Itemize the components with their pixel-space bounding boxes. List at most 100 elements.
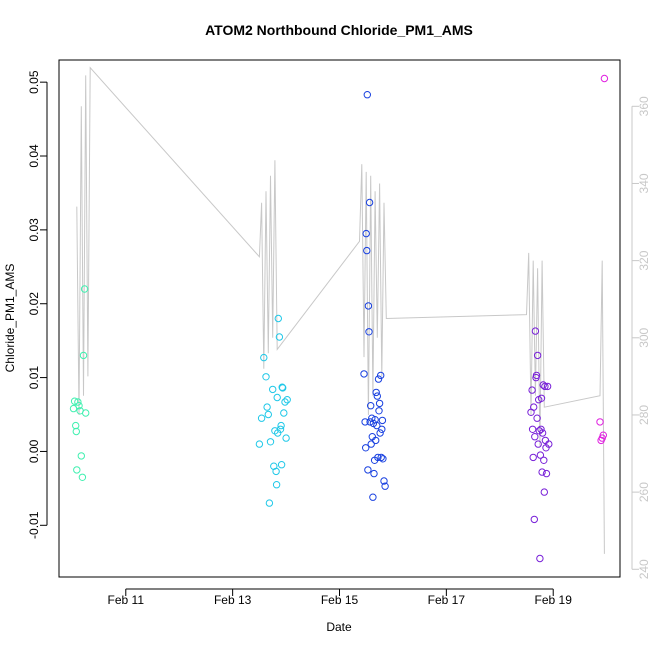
data-point <box>532 373 540 382</box>
x-tick-label: Feb 13 <box>214 593 252 607</box>
x-tick-label: Feb 11 <box>108 593 145 607</box>
data-point <box>366 418 374 426</box>
data-point <box>364 302 373 310</box>
x-axis: Feb 11 Feb 13 Feb 15 Feb 17 Feb 19 <box>108 588 572 607</box>
data-point <box>378 425 386 433</box>
data-point <box>74 398 82 406</box>
data-point <box>377 371 385 380</box>
data-point <box>73 466 81 474</box>
secondary-y-tick-label: 320 <box>637 250 650 270</box>
data-point <box>534 440 542 448</box>
data-point <box>365 198 374 207</box>
data-point <box>372 436 380 445</box>
y-tick-label: 0.04 <box>27 144 41 168</box>
secondary-series-line <box>76 66 605 554</box>
data-point <box>72 427 81 436</box>
data-point <box>262 373 270 381</box>
x-tick-label: Feb 15 <box>321 593 359 607</box>
plot-frame <box>58 59 621 578</box>
data-point <box>264 410 272 419</box>
secondary-y-tick-label: 240 <box>637 559 650 579</box>
data-point <box>530 515 538 524</box>
data-point <box>369 493 377 501</box>
data-point <box>530 403 538 411</box>
data-point <box>536 554 544 563</box>
data-point <box>543 382 552 391</box>
chart-title: ATOM2 Northbound Chloride_PM1_AMS <box>205 22 473 38</box>
data-point <box>537 425 545 433</box>
data-point <box>82 409 90 417</box>
data-point <box>363 91 371 99</box>
data-point <box>376 429 384 437</box>
data-point <box>536 451 545 459</box>
data-point <box>70 397 79 405</box>
data-point <box>260 353 268 362</box>
data-point <box>80 285 89 293</box>
data-point <box>274 429 282 437</box>
data-point <box>78 473 87 481</box>
data-point <box>533 414 541 422</box>
data-point <box>538 429 547 437</box>
data-point <box>266 438 275 446</box>
data-point <box>377 453 385 462</box>
data-point <box>529 453 537 462</box>
y-tick-label: 0.01 <box>27 366 41 390</box>
data-point <box>278 383 286 391</box>
y-axis: -0.01 0.00 0.01 0.02 0.03 0.04 0.05 <box>27 70 48 539</box>
data-point <box>528 386 536 394</box>
data-point <box>275 333 284 341</box>
data-point <box>72 421 80 430</box>
data-point <box>531 327 540 335</box>
data-point <box>274 314 282 323</box>
data-point <box>361 418 369 426</box>
data-point <box>362 229 370 238</box>
data-point <box>368 414 376 422</box>
data-point <box>277 461 286 469</box>
data-point <box>367 440 375 448</box>
data-point <box>600 74 609 83</box>
x-tick-label: Feb 17 <box>428 593 466 607</box>
data-point <box>381 482 389 490</box>
secondary-y-tick-label: 340 <box>637 173 650 193</box>
data-point <box>540 456 548 464</box>
secondary-y-tick-label: 280 <box>637 405 650 425</box>
data-point <box>372 388 380 397</box>
data-point <box>542 469 551 478</box>
data-point <box>539 381 547 389</box>
data-point <box>375 407 383 415</box>
data-point <box>531 433 539 441</box>
data-point <box>265 499 274 507</box>
data-point <box>280 409 288 417</box>
y-tick-label: 0.02 <box>27 292 41 316</box>
data-point <box>367 402 375 410</box>
data-point <box>362 444 370 452</box>
data-point <box>373 421 381 430</box>
data-point <box>364 466 372 474</box>
data-point <box>375 399 384 408</box>
data-point <box>373 392 381 400</box>
data-point <box>379 455 387 463</box>
y-axis-label: Chloride_PM1_AMS <box>3 264 17 373</box>
secondary-y-tick-label: 260 <box>637 482 650 502</box>
data-point <box>281 398 289 406</box>
y-tick-label: 0.03 <box>27 218 41 242</box>
secondary-y-tick-label: 300 <box>637 327 650 347</box>
data-point <box>365 328 373 336</box>
data-point <box>283 396 291 404</box>
y-tick-label: 0.05 <box>27 70 41 94</box>
data-point <box>528 425 537 433</box>
data-point <box>378 416 387 425</box>
data-point <box>374 375 383 383</box>
data-point <box>541 382 549 391</box>
secondary-y-axis: 240 260 280 300 320 340 360 <box>631 96 650 579</box>
data-point <box>374 453 382 462</box>
y-tick-label: 0.00 <box>27 439 41 463</box>
data-point <box>368 433 376 441</box>
data-point <box>263 403 271 411</box>
data-point <box>380 477 388 485</box>
data-point <box>599 431 607 439</box>
data-point <box>363 246 371 255</box>
data-point <box>370 469 378 478</box>
data-point <box>272 467 280 476</box>
y-tick-label: -0.01 <box>27 511 41 539</box>
